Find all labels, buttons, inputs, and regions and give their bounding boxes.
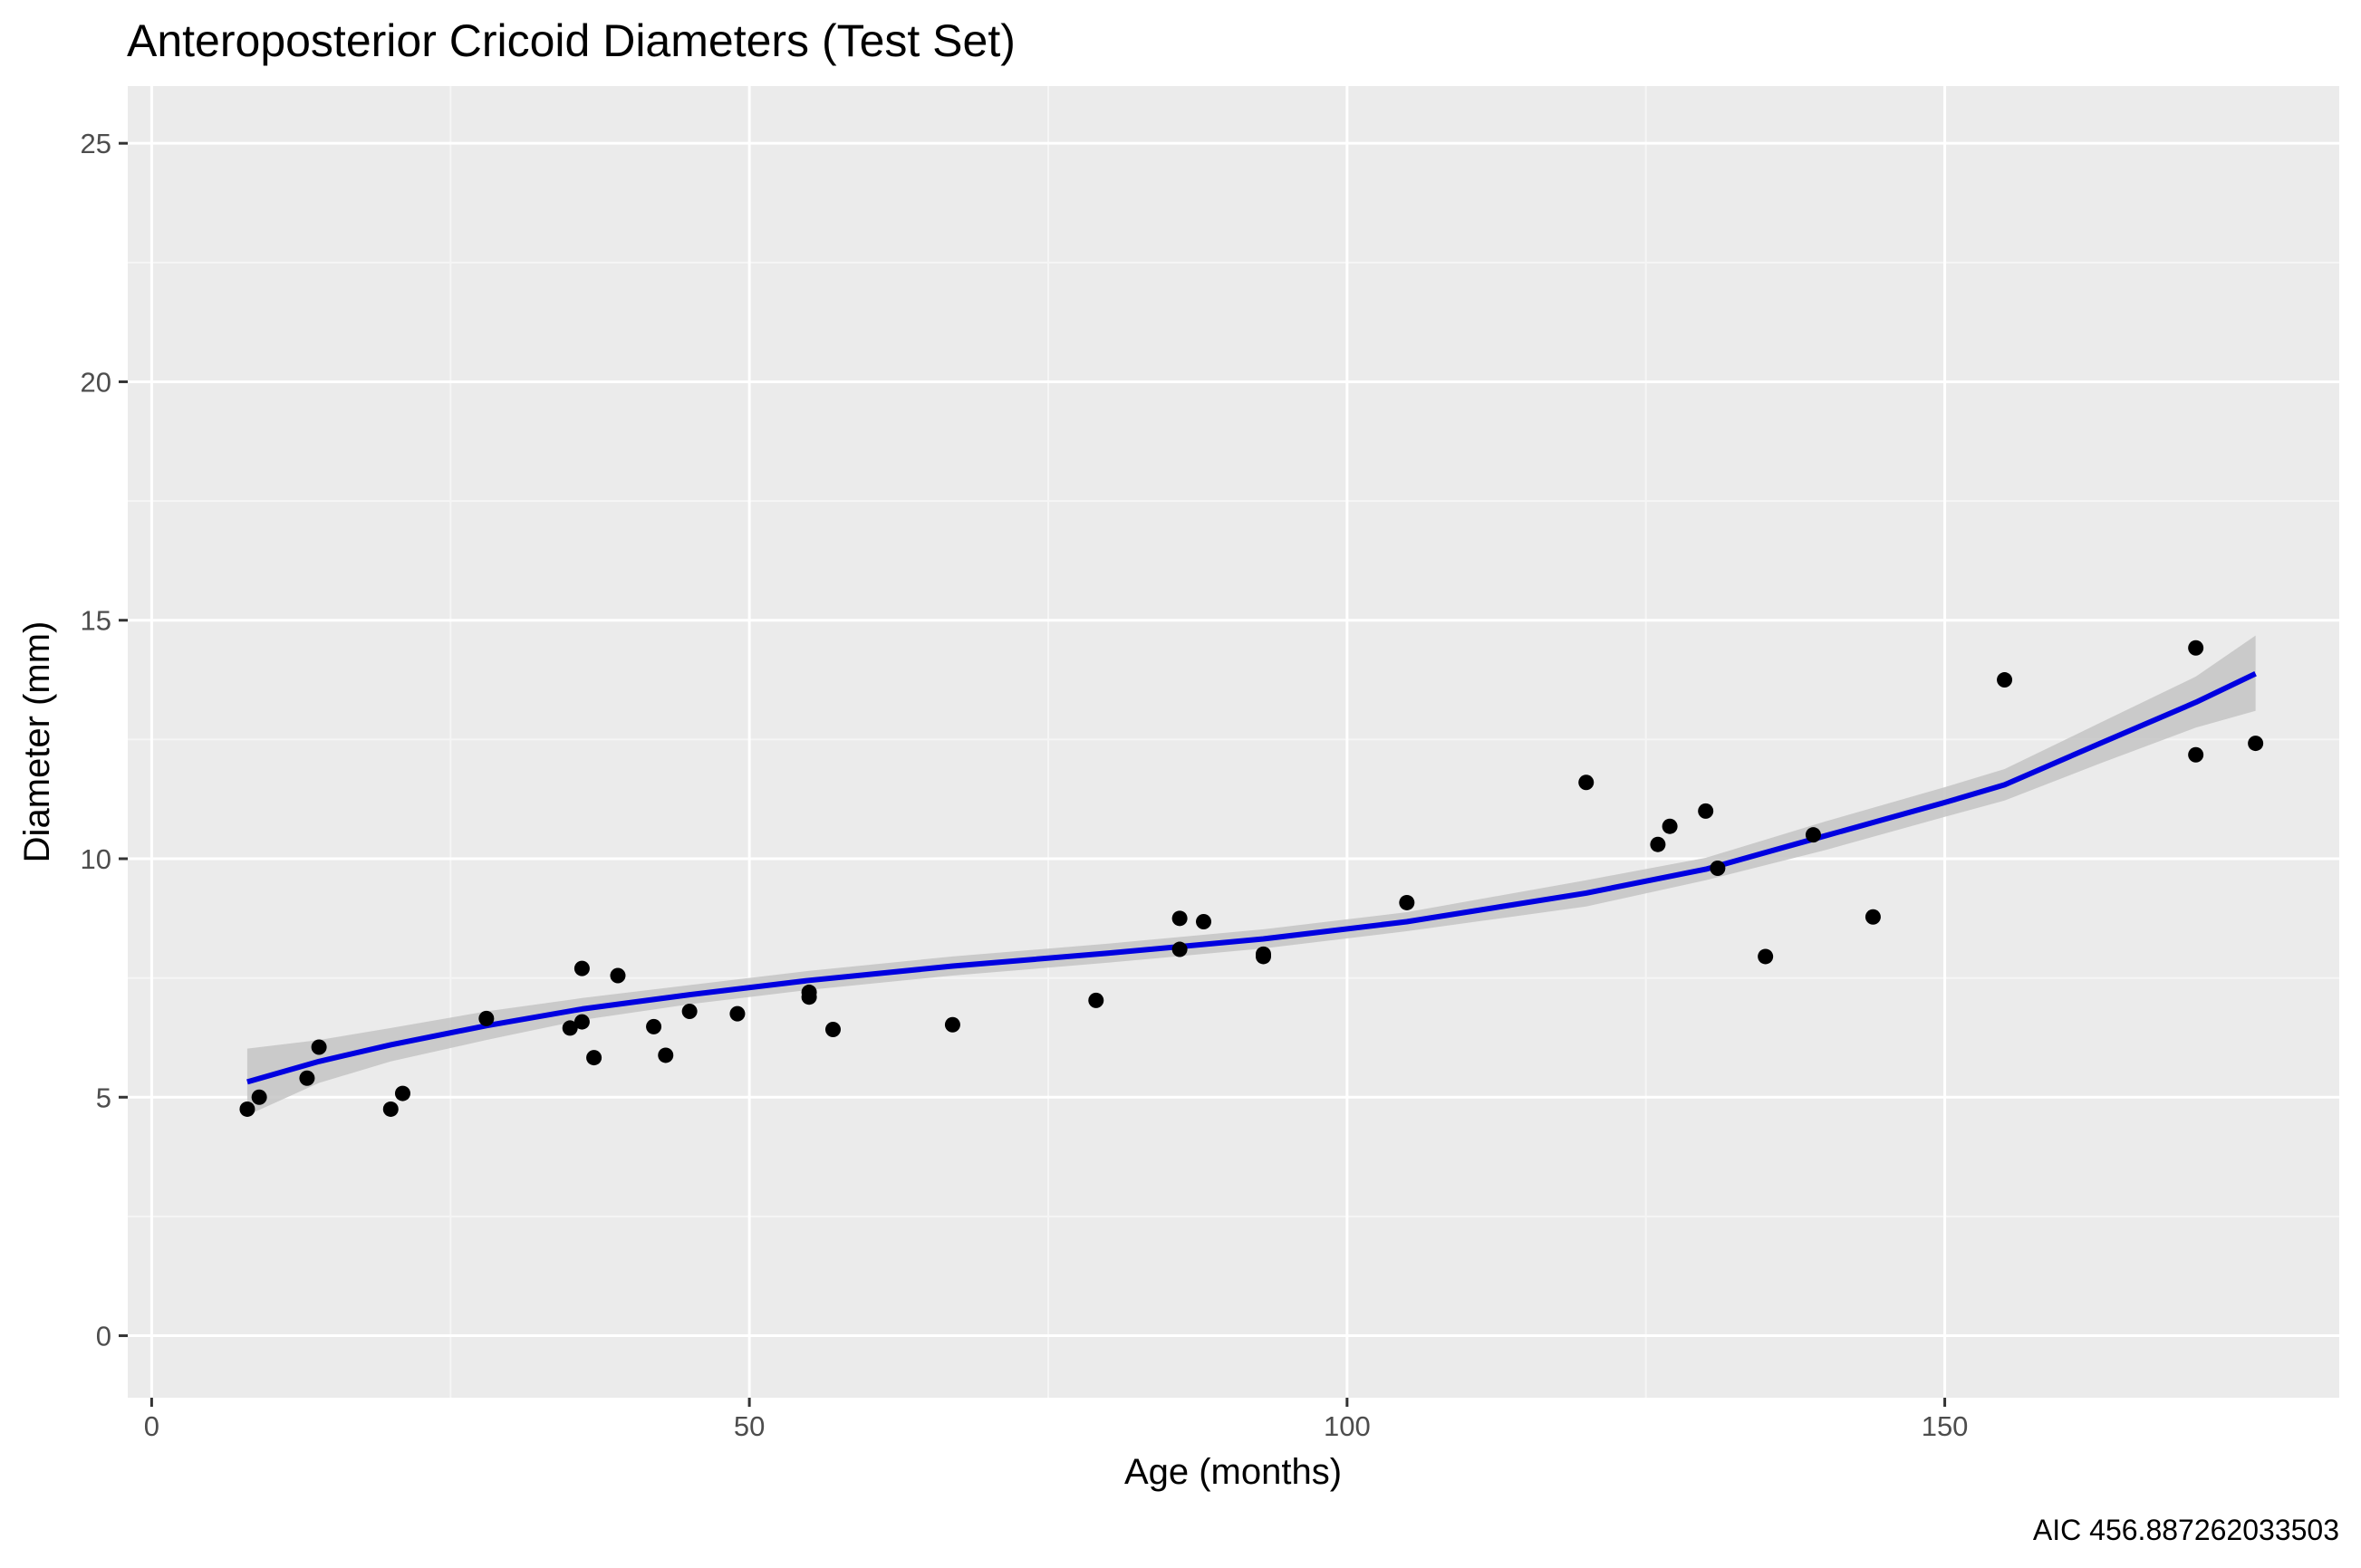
y-tick-label: 25 (81, 128, 111, 159)
data-point (478, 1010, 495, 1026)
data-point (1171, 941, 1188, 957)
y-tick-label: 5 (96, 1082, 111, 1113)
x-axis: 0 50 100 150 (144, 1398, 1969, 1442)
data-point (681, 1003, 698, 1019)
data-point (1255, 948, 1271, 965)
data-point (1088, 992, 1104, 1008)
minor-gridlines (128, 86, 2339, 1398)
data-point (2248, 736, 2264, 752)
data-point (1662, 818, 1678, 834)
data-point (610, 967, 626, 984)
data-point (658, 1047, 674, 1063)
y-tick-label: 10 (81, 843, 111, 875)
aic-caption: AIC 456.887262033503 (2033, 1514, 2339, 1546)
data-point (586, 1050, 602, 1066)
data-point (1578, 774, 1595, 791)
y-tick-label: 15 (81, 605, 111, 637)
x-tick-label: 150 (1922, 1410, 1969, 1442)
data-point (299, 1070, 315, 1086)
data-point (311, 1039, 327, 1055)
y-tick-label: 0 (96, 1321, 111, 1352)
confidence-band (246, 635, 2256, 1116)
data-point (1805, 827, 1821, 843)
data-point (562, 1020, 578, 1036)
data-point (1758, 948, 1774, 965)
x-axis-title: Age (months) (1124, 1452, 1342, 1492)
data-point (573, 1014, 590, 1030)
plot-panel (128, 86, 2339, 1398)
data-point (729, 1005, 746, 1022)
data-points (239, 640, 2264, 1117)
data-point (1399, 894, 1415, 910)
data-point (1650, 836, 1666, 852)
data-point (2188, 640, 2204, 656)
data-point (1997, 672, 2013, 688)
major-gridlines (128, 86, 2339, 1398)
data-point (394, 1085, 410, 1101)
x-tick-label: 0 (144, 1410, 159, 1442)
data-point (824, 1022, 841, 1038)
data-point (239, 1101, 255, 1117)
data-point (1196, 914, 1212, 930)
x-tick-label: 100 (1324, 1410, 1371, 1442)
y-axis: 0 5 10 15 20 25 (81, 128, 128, 1352)
data-point (944, 1016, 960, 1033)
data-point (2188, 746, 2204, 763)
data-point (251, 1089, 267, 1105)
data-point (382, 1101, 399, 1117)
x-tick-label: 50 (734, 1410, 765, 1442)
data-point (1710, 861, 1726, 877)
data-point (646, 1018, 662, 1034)
y-tick-label: 20 (81, 366, 111, 398)
data-point (573, 960, 590, 976)
data-point (1171, 910, 1188, 927)
chart-title: Anteroposterior Cricoid Diameters (Test … (127, 15, 1016, 66)
data-point (801, 989, 817, 1005)
data-point (1865, 909, 1881, 925)
data-point (1698, 803, 1714, 819)
y-axis-title: Diameter (mm) (17, 621, 57, 863)
